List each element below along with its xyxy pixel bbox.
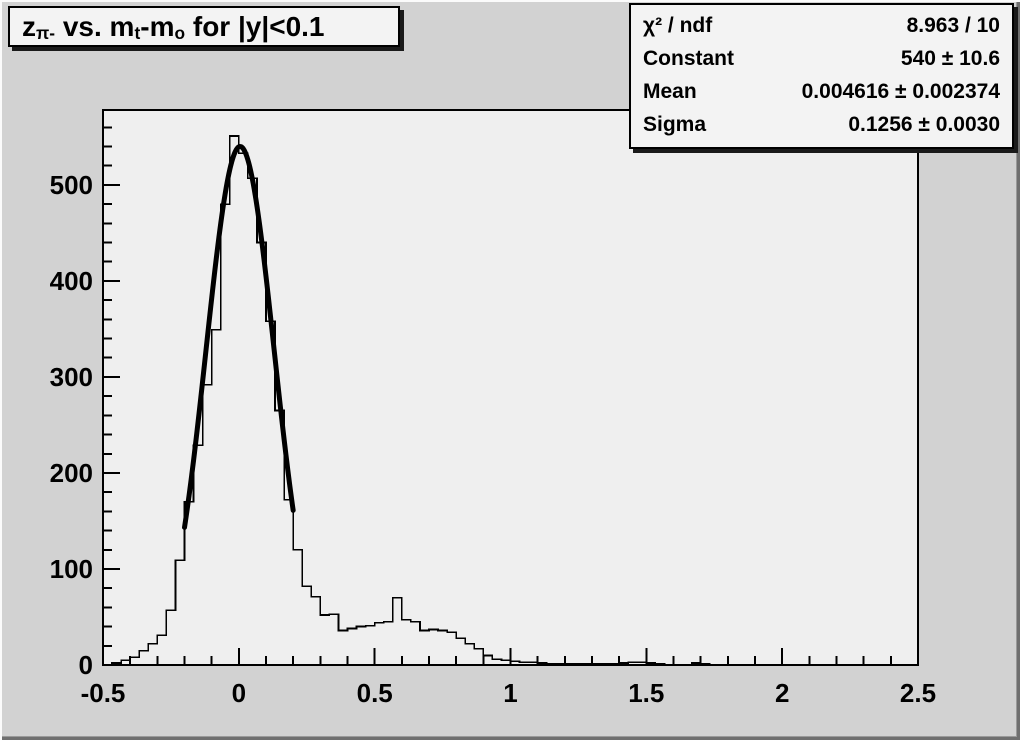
stat-row-mean: Mean 0.004616 ± 0.002374 xyxy=(643,81,1000,102)
stat-label-mean: Mean xyxy=(643,80,697,103)
svg-text:100: 100 xyxy=(50,554,93,584)
svg-text:300: 300 xyxy=(50,362,93,392)
svg-text:-0.5: -0.5 xyxy=(81,678,126,708)
x-axis-labels: -0.5 0 0.5 1 1.5 2 2.5 xyxy=(81,678,936,708)
plot-frame xyxy=(102,109,919,666)
fit-curve xyxy=(182,144,296,530)
stat-row-chi2: χ² / ndf 8.963 / 10 xyxy=(643,15,1000,36)
title-text-2: vs. m xyxy=(55,10,135,42)
title-subscript-o: o xyxy=(174,23,186,44)
stat-value-mean: 0.004616 ± 0.002374 xyxy=(801,80,1000,103)
stat-label-chi2: χ² / ndf xyxy=(643,14,713,37)
fit-stats-box: χ² / ndf 8.963 / 10 Constant 540 ± 10.6 … xyxy=(629,3,1014,149)
svg-text:2: 2 xyxy=(775,678,789,708)
svg-text:1.5: 1.5 xyxy=(628,678,664,708)
title-text-3: -m xyxy=(140,10,175,42)
histogram-title-box: z π- vs. m t -m o for |y|<0.1 xyxy=(8,6,400,47)
title-subscript-t: t xyxy=(134,23,141,44)
y-axis-labels: 0 100 200 300 400 500 xyxy=(50,170,93,680)
title-text-1: z xyxy=(22,10,36,42)
svg-text:2.5: 2.5 xyxy=(900,678,936,708)
title-subscript-pi: π- xyxy=(36,23,56,44)
stat-value-chi2: 8.963 / 10 xyxy=(906,14,1000,37)
svg-text:200: 200 xyxy=(50,458,93,488)
svg-text:1: 1 xyxy=(503,678,517,708)
stat-value-constant: 540 ± 10.6 xyxy=(900,47,1000,70)
svg-text:0: 0 xyxy=(79,650,93,680)
svg-text:400: 400 xyxy=(50,266,93,296)
stat-value-sigma: 0.1256 ± 0.0030 xyxy=(848,113,1000,136)
stat-label-constant: Constant xyxy=(643,47,734,70)
svg-text:0.5: 0.5 xyxy=(357,678,393,708)
svg-text:0: 0 xyxy=(232,678,246,708)
svg-text:500: 500 xyxy=(50,170,93,200)
histogram-series xyxy=(103,135,918,666)
stat-row-sigma: Sigma 0.1256 ± 0.0030 xyxy=(643,114,1000,135)
title-text-4: for |y|<0.1 xyxy=(185,10,325,42)
stat-label-sigma: Sigma xyxy=(643,113,707,136)
stat-row-constant: Constant 540 ± 10.6 xyxy=(643,48,1000,69)
